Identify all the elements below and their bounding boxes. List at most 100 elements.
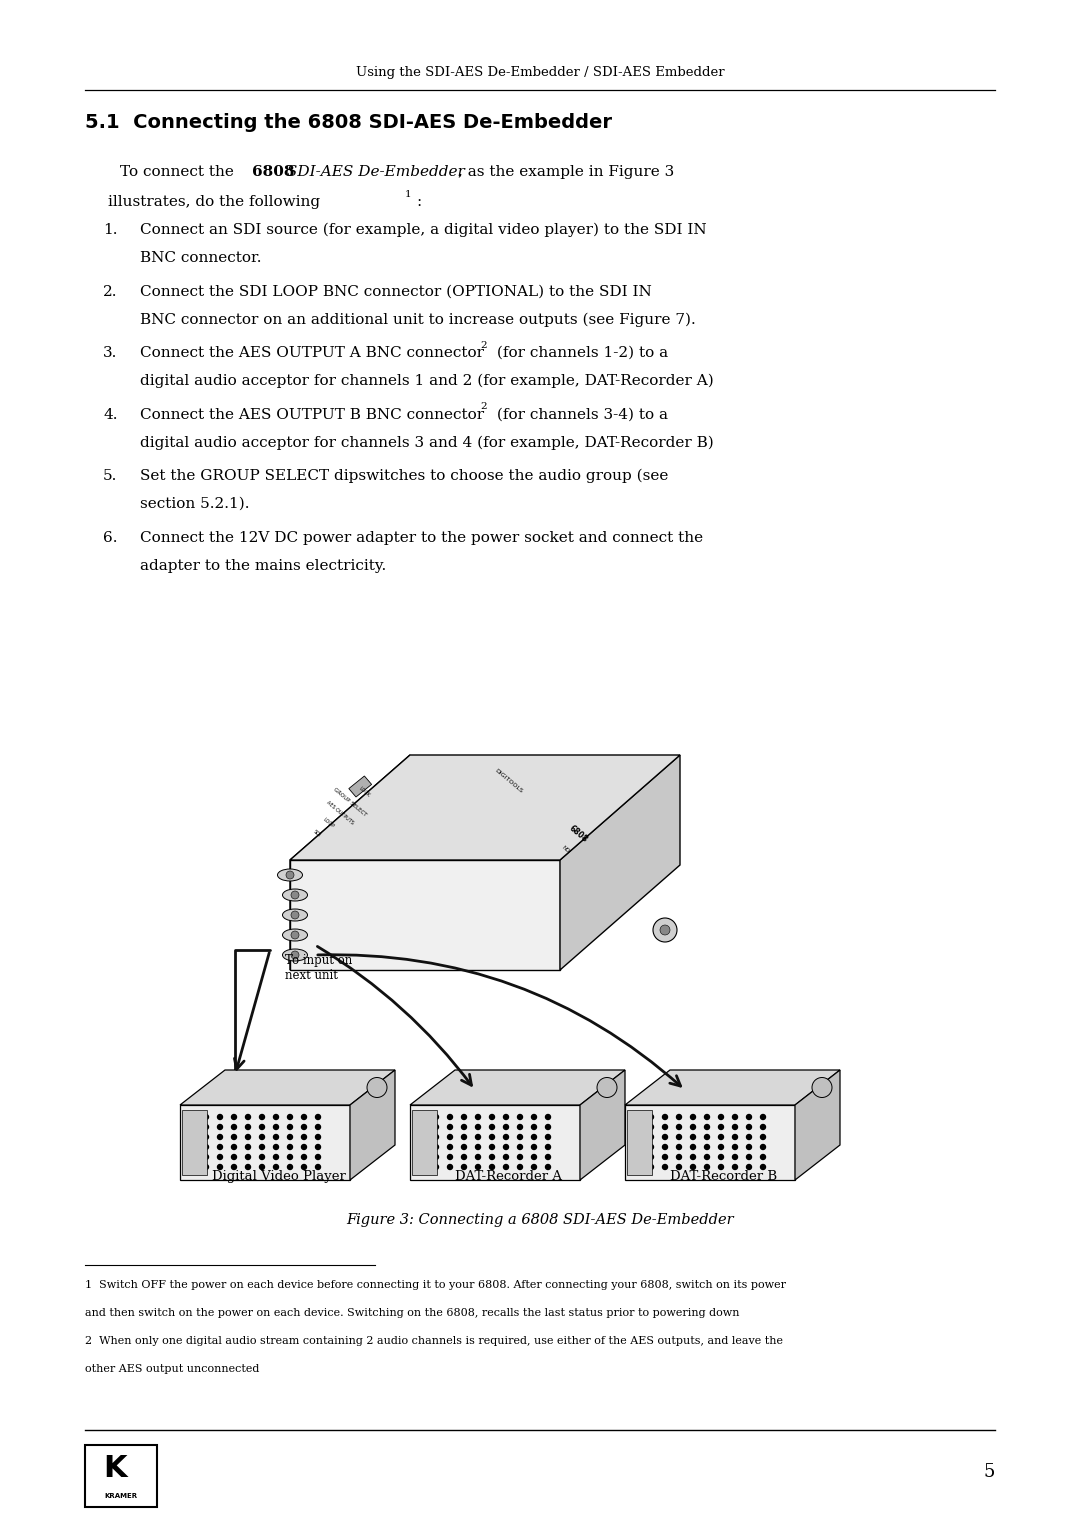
Circle shape (704, 1135, 710, 1139)
Text: DAT-Recorder B: DAT-Recorder B (670, 1170, 778, 1183)
Circle shape (433, 1115, 438, 1119)
Text: adapter to the mains electricity.: adapter to the mains electricity. (140, 558, 387, 572)
Circle shape (760, 1135, 766, 1139)
Circle shape (676, 1135, 681, 1139)
Circle shape (419, 1145, 424, 1150)
Text: DAT-Recorder A: DAT-Recorder A (455, 1170, 562, 1183)
Text: 6.: 6. (103, 531, 118, 544)
Text: 5: 5 (984, 1463, 995, 1482)
Circle shape (531, 1145, 537, 1150)
Circle shape (291, 891, 299, 899)
Bar (411, 1110, 437, 1174)
Circle shape (273, 1165, 279, 1170)
Circle shape (301, 1154, 307, 1159)
Circle shape (718, 1154, 724, 1159)
Circle shape (660, 925, 670, 936)
Text: DIGITOOLS: DIGITOOLS (494, 768, 524, 795)
Circle shape (231, 1145, 237, 1150)
Circle shape (273, 1154, 279, 1159)
Circle shape (461, 1124, 467, 1130)
Circle shape (189, 1124, 194, 1130)
Text: 2: 2 (480, 402, 487, 411)
Circle shape (291, 951, 299, 959)
Text: digital audio acceptor for channels 1 and 2 (for example, DAT-Recorder A): digital audio acceptor for channels 1 an… (140, 373, 714, 388)
Ellipse shape (283, 888, 308, 901)
Circle shape (662, 1154, 667, 1159)
Circle shape (760, 1165, 766, 1170)
Circle shape (203, 1115, 208, 1119)
Circle shape (475, 1145, 481, 1150)
Circle shape (217, 1115, 222, 1119)
Circle shape (635, 1115, 639, 1119)
Circle shape (287, 1154, 293, 1159)
Circle shape (286, 872, 294, 879)
Circle shape (690, 1165, 696, 1170)
Circle shape (245, 1145, 251, 1150)
Circle shape (231, 1115, 237, 1119)
Circle shape (203, 1165, 208, 1170)
Polygon shape (180, 1070, 395, 1105)
Circle shape (475, 1165, 481, 1170)
Circle shape (746, 1115, 752, 1119)
Circle shape (203, 1154, 208, 1159)
Text: AES OUTPUTS: AES OUTPUTS (326, 800, 355, 826)
Circle shape (732, 1115, 738, 1119)
Circle shape (433, 1135, 438, 1139)
Polygon shape (410, 1070, 625, 1105)
Circle shape (301, 1165, 307, 1170)
Circle shape (545, 1145, 551, 1150)
Circle shape (287, 1115, 293, 1119)
Circle shape (812, 1078, 832, 1098)
Circle shape (245, 1165, 251, 1170)
Circle shape (760, 1154, 766, 1159)
Text: Connect the AES OUTPUT A BNC connector: Connect the AES OUTPUT A BNC connector (140, 346, 484, 359)
Circle shape (662, 1165, 667, 1170)
Text: 1  Switch OFF the power on each device before connecting it to your 6808. After : 1 Switch OFF the power on each device be… (85, 1280, 786, 1290)
Circle shape (662, 1145, 667, 1150)
Circle shape (287, 1165, 293, 1170)
Text: digital audio acceptor for channels 3 and 4 (for example, DAT-Recorder B): digital audio acceptor for channels 3 an… (140, 436, 714, 450)
Polygon shape (625, 1070, 840, 1105)
Circle shape (367, 1078, 387, 1098)
Circle shape (704, 1145, 710, 1150)
Circle shape (461, 1165, 467, 1170)
Circle shape (732, 1165, 738, 1170)
Circle shape (475, 1115, 481, 1119)
Circle shape (531, 1115, 537, 1119)
Circle shape (189, 1165, 194, 1170)
Circle shape (301, 1124, 307, 1130)
Circle shape (732, 1135, 738, 1139)
Circle shape (648, 1115, 653, 1119)
Polygon shape (795, 1070, 840, 1180)
Circle shape (690, 1135, 696, 1139)
Circle shape (419, 1165, 424, 1170)
Circle shape (489, 1115, 495, 1119)
Text: LOOP: LOOP (322, 816, 335, 829)
Circle shape (447, 1115, 453, 1119)
Circle shape (419, 1135, 424, 1139)
Circle shape (704, 1154, 710, 1159)
Circle shape (203, 1124, 208, 1130)
Circle shape (732, 1145, 738, 1150)
Circle shape (203, 1135, 208, 1139)
Circle shape (245, 1154, 251, 1159)
Text: Digital Video Player: Digital Video Player (212, 1170, 346, 1183)
Circle shape (245, 1115, 251, 1119)
Text: Connect the 12V DC power adapter to the power socket and connect the: Connect the 12V DC power adapter to the … (140, 531, 703, 544)
Text: Figure 3: Connecting a 6808 SDI-AES De-Embedder: Figure 3: Connecting a 6808 SDI-AES De-E… (347, 1212, 733, 1226)
Circle shape (461, 1135, 467, 1139)
Text: BNC connector on an additional unit to increase outputs (see Figure 7).: BNC connector on an additional unit to i… (140, 312, 696, 327)
Circle shape (461, 1145, 467, 1150)
Text: K: K (104, 1454, 127, 1483)
Circle shape (315, 1145, 321, 1150)
Circle shape (760, 1145, 766, 1150)
Circle shape (287, 1124, 293, 1130)
Circle shape (746, 1135, 752, 1139)
Circle shape (676, 1154, 681, 1159)
Text: BNC connector.: BNC connector. (140, 251, 261, 265)
Text: :: : (416, 196, 421, 209)
Circle shape (531, 1154, 537, 1159)
Circle shape (648, 1124, 653, 1130)
Polygon shape (350, 1070, 395, 1180)
Circle shape (217, 1124, 222, 1130)
